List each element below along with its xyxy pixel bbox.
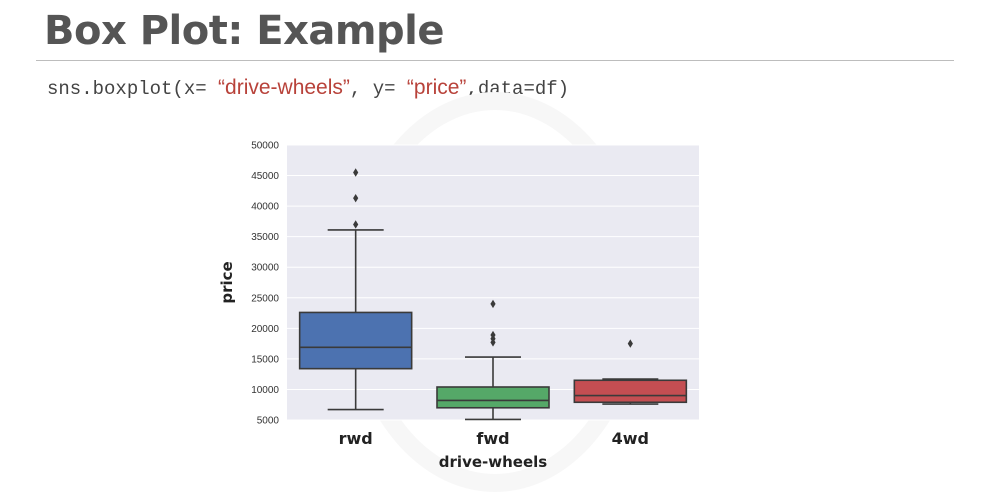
slide-title: Box Plot: Example	[44, 8, 445, 54]
y-axis-label: price	[218, 261, 236, 303]
outlier-point	[353, 193, 359, 203]
outlier-point	[353, 220, 359, 229]
code-arg-y: “price”	[406, 76, 467, 99]
outlier-point	[490, 330, 496, 340]
y-tick-label: 15000	[251, 354, 279, 365]
box-4wd	[573, 379, 688, 404]
x-tick-label-rwd: rwd	[339, 429, 373, 448]
outlier-point	[627, 339, 633, 348]
title-divider	[36, 60, 954, 61]
y-tick-label: 30000	[251, 263, 279, 274]
box-rwd	[298, 311, 413, 370]
box-plot-chart: 5000 10000 15000 20000 25000 30000 35000 40000 4…	[218, 141, 699, 471]
outlier-point	[353, 168, 359, 177]
outlier-point	[490, 299, 496, 309]
x-tick-label-4wd: 4wd	[612, 429, 649, 448]
code-separator: , y=	[349, 78, 407, 100]
code-call: sns.boxplot(x=	[47, 78, 219, 100]
y-tick-label: 25000	[251, 293, 279, 304]
x-tick-label-fwd: fwd	[476, 429, 509, 448]
y-tick-label: 50000	[251, 141, 279, 152]
y-tick-label: 40000	[251, 202, 279, 213]
y-tick-label: 20000	[251, 324, 279, 335]
y-tick-label: 10000	[251, 385, 279, 396]
code-snippet: sns.boxplot(x= “drive-wheels”, y= “price…	[47, 76, 569, 100]
y-tick-label: 5000	[257, 416, 280, 427]
x-axis-label: drive-wheels	[439, 453, 547, 471]
box-fwd	[436, 386, 550, 409]
code-arg-x: “drive-wheels”	[218, 76, 350, 99]
y-tick-label: 45000	[251, 171, 279, 182]
y-tick-label: 35000	[251, 232, 279, 243]
